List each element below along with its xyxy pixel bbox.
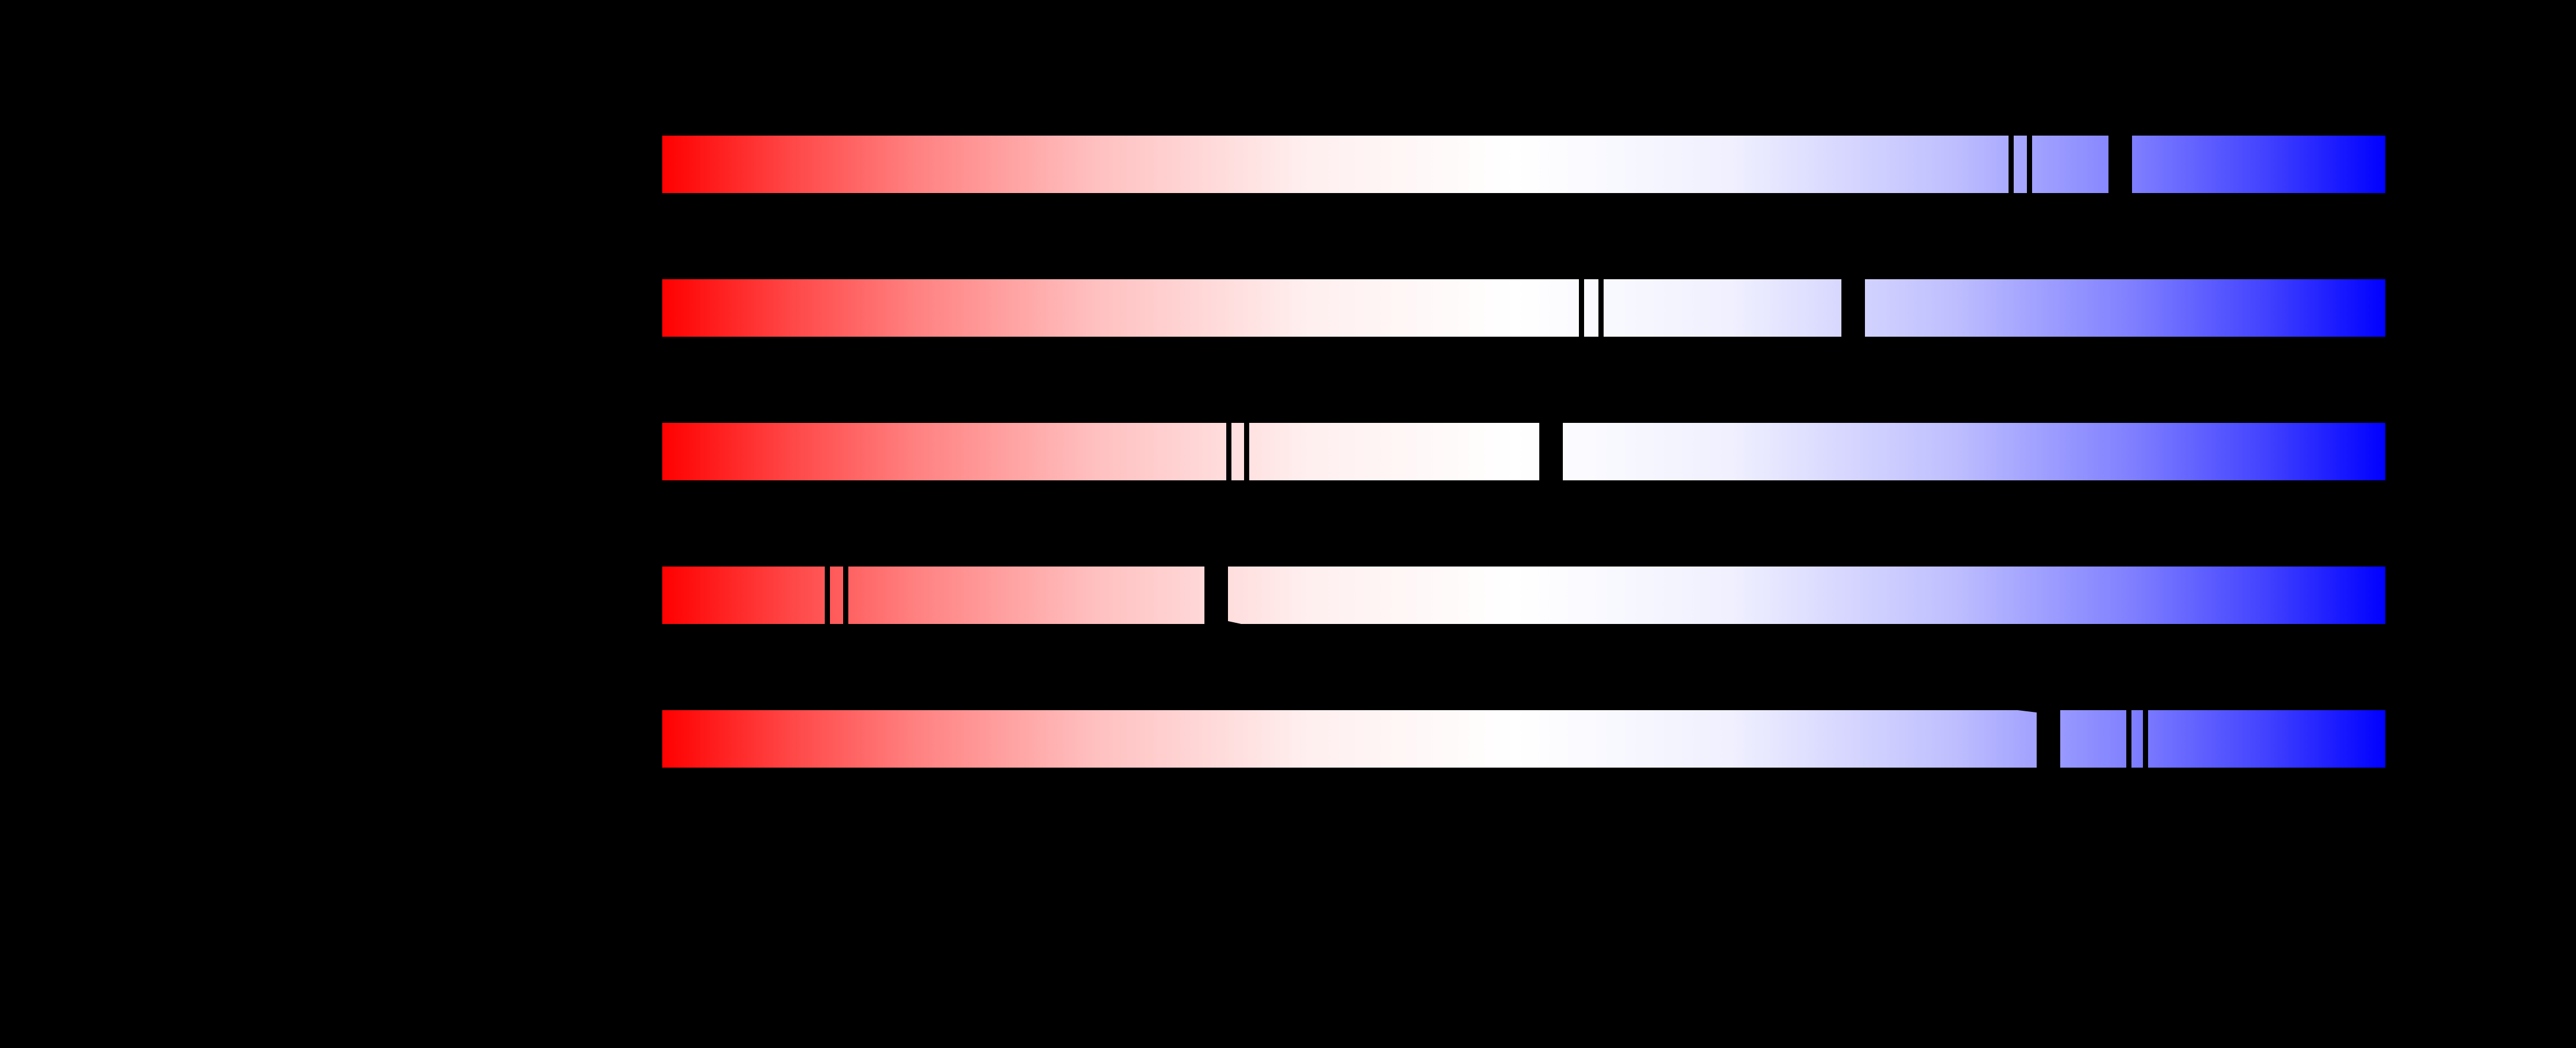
thin-marker <box>2126 710 2131 768</box>
thin-marker <box>824 567 830 624</box>
gradient-bar-5 <box>662 710 2385 768</box>
gradient-bar-4 <box>662 567 2385 624</box>
thin-marker <box>1598 279 1604 337</box>
thin-marker <box>1579 279 1584 337</box>
wide-marker <box>1204 567 1228 624</box>
wide-marker <box>2037 710 2060 768</box>
thin-marker <box>2142 710 2148 768</box>
thin-marker <box>2027 136 2032 193</box>
wide-marker <box>2108 136 2133 193</box>
thin-marker <box>1226 423 1231 480</box>
wide-marker <box>1539 423 1563 480</box>
thin-marker <box>843 567 848 624</box>
gradient-bar-3 <box>662 423 2385 480</box>
annotation-wedge-artifact <box>1228 621 1241 624</box>
gradient-bar-1 <box>662 136 2385 193</box>
wide-marker <box>1841 279 1865 337</box>
thin-marker <box>2008 136 2014 193</box>
gradient-bar-2 <box>662 279 2385 337</box>
thin-marker <box>1244 423 1250 480</box>
annotation-wedge-artifact <box>2018 710 2037 712</box>
artifact-layer <box>1228 621 1241 624</box>
